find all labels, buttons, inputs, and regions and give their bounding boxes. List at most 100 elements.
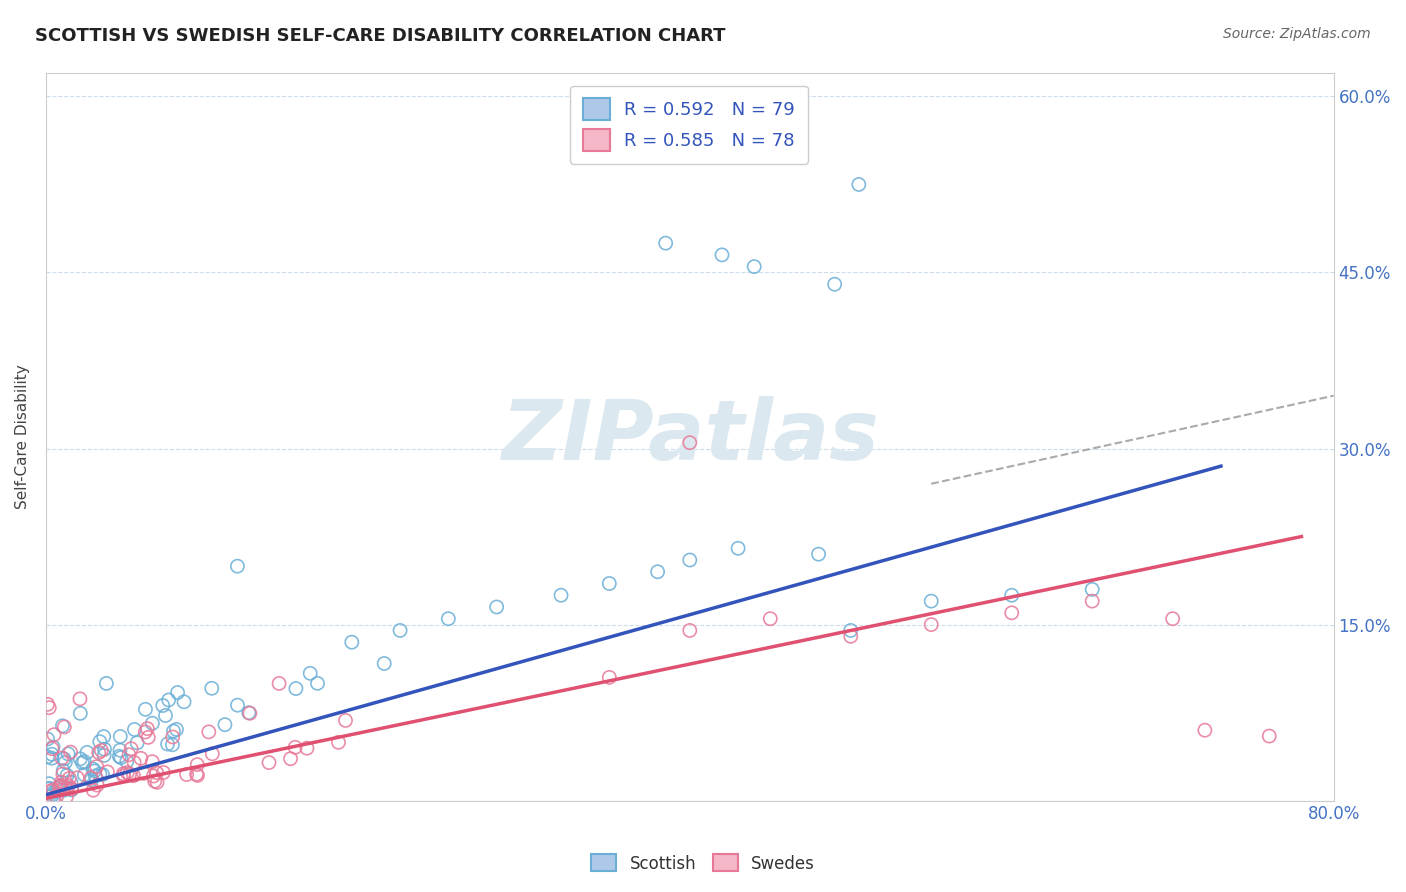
Legend: Scottish, Swedes: Scottish, Swedes (585, 847, 821, 880)
Point (66, 771, 89, 785)
Point (807, 547, 830, 561)
Point (162, 738, 184, 752)
Point (51, 719, 73, 733)
Point (93, 742, 115, 756)
Point (186, 767, 208, 781)
Point (91, 767, 114, 781)
Point (38, 700, 60, 714)
Point (157, 693, 180, 707)
Point (340, 635, 363, 649)
Point (41, 751, 63, 765)
Point (839, 629, 862, 643)
Point (848, 178, 870, 192)
Point (437, 612, 460, 626)
Point (56, 768, 79, 782)
Point (920, 617, 942, 632)
Point (37, 731, 59, 746)
Point (82, 783, 104, 797)
Point (118, 747, 141, 762)
Point (38, 777, 60, 791)
Point (295, 741, 318, 756)
Point (257, 756, 280, 770)
Point (122, 756, 145, 770)
Point (373, 657, 395, 671)
Point (69, 752, 91, 766)
Point (176, 767, 198, 781)
Point (328, 735, 350, 749)
Point (485, 599, 508, 614)
Point (186, 768, 208, 782)
Point (52, 764, 75, 778)
Point (55, 789, 77, 804)
Point (136, 731, 159, 745)
Point (839, 624, 862, 638)
Point (117, 765, 139, 780)
Point (280, 752, 302, 766)
Point (124, 723, 146, 737)
Point (1194, 723, 1216, 738)
Point (679, 553, 702, 567)
Point (152, 765, 174, 780)
Point (173, 695, 195, 709)
Point (134, 725, 156, 739)
Point (141, 716, 163, 731)
Point (86, 778, 108, 792)
Point (679, 435, 702, 450)
Point (82, 762, 104, 776)
Text: SCOTTISH VS SWEDISH SELF-CARE DISABILITY CORRELATION CHART: SCOTTISH VS SWEDISH SELF-CARE DISABILITY… (35, 27, 725, 45)
Point (1081, 582, 1104, 597)
Point (299, 666, 322, 681)
Point (93, 730, 115, 744)
Point (80, 772, 103, 787)
Point (51, 775, 73, 789)
Point (56, 747, 79, 761)
Point (759, 612, 782, 626)
Point (214, 717, 236, 731)
Point (136, 722, 159, 736)
Point (155, 708, 177, 723)
Point (145, 765, 167, 780)
Point (134, 702, 156, 716)
Point (165, 723, 187, 737)
Point (86, 759, 108, 773)
Point (120, 741, 142, 756)
Point (42, 739, 65, 754)
Point (58, 772, 80, 786)
Point (42, 790, 65, 805)
Point (679, 624, 702, 638)
Point (1001, 588, 1024, 602)
Point (73, 768, 96, 782)
Point (72, 756, 94, 770)
Point (41, 741, 63, 756)
Point (198, 724, 221, 739)
Point (112, 769, 135, 783)
Point (122, 769, 145, 783)
Point (727, 541, 749, 556)
Point (127, 736, 149, 750)
Point (60, 775, 83, 789)
Point (201, 681, 224, 696)
Point (96, 676, 118, 690)
Point (186, 757, 208, 772)
Point (42, 788, 65, 802)
Point (60, 783, 83, 797)
Point (152, 698, 174, 713)
Point (49, 778, 72, 792)
Point (118, 767, 141, 781)
Point (89, 767, 111, 781)
Point (69, 706, 91, 721)
Point (93, 748, 115, 763)
Point (37, 749, 59, 764)
Point (647, 565, 669, 579)
Point (129, 751, 152, 765)
Point (90, 743, 112, 757)
Point (1258, 729, 1281, 743)
Point (112, 766, 135, 780)
Point (239, 706, 262, 721)
Point (53, 720, 76, 734)
Point (76, 745, 98, 759)
Point (156, 737, 179, 751)
Point (69, 692, 91, 706)
Point (166, 685, 188, 699)
Point (201, 747, 224, 761)
